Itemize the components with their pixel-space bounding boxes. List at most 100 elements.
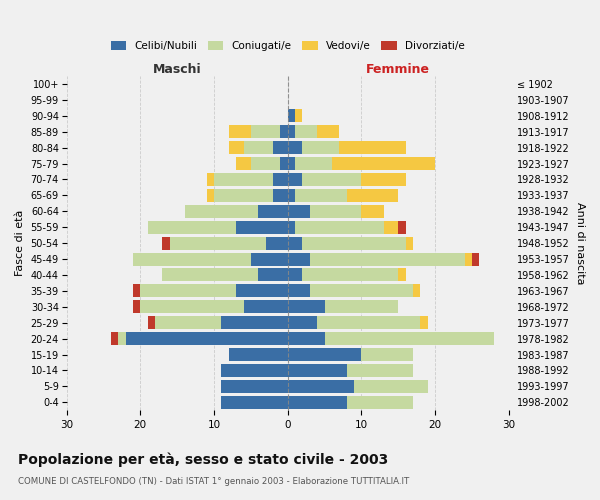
Bar [244,300,288,314]
Legend: Celibi/Nubili, Coniugati/e, Vedovi/e, Divorziati/e: Celibi/Nubili, Coniugati/e, Vedovi/e, Di… [110,41,465,51]
Bar [288,220,295,234]
Bar [310,252,464,266]
Bar [288,332,325,345]
Bar [288,141,302,154]
Bar [421,316,428,330]
Bar [273,141,288,154]
Bar [229,125,251,138]
Bar [325,300,398,314]
Bar [236,157,251,170]
Text: Popolazione per età, sesso e stato civile - 2003: Popolazione per età, sesso e stato civil… [18,452,388,467]
Bar [229,348,288,361]
Bar [340,141,406,154]
Bar [361,173,406,186]
Bar [125,332,288,345]
Bar [163,268,258,281]
Bar [295,125,317,138]
Bar [317,316,421,330]
Bar [288,189,295,202]
Bar [214,173,273,186]
Bar [111,332,118,345]
Bar [148,316,155,330]
Bar [288,205,310,218]
Bar [295,110,302,122]
Bar [118,332,125,345]
Bar [302,173,361,186]
Bar [288,236,302,250]
Bar [288,110,295,122]
Bar [332,157,435,170]
Text: Maschi: Maschi [153,63,202,76]
Bar [361,348,413,361]
Bar [317,125,340,138]
Bar [206,189,214,202]
Bar [288,316,317,330]
Bar [251,125,280,138]
Bar [251,252,288,266]
Bar [229,141,244,154]
Bar [288,348,361,361]
Bar [221,396,288,409]
Bar [347,189,398,202]
Bar [206,173,214,186]
Bar [302,236,406,250]
Bar [288,300,325,314]
Bar [244,141,273,154]
Bar [214,189,273,202]
Bar [295,220,383,234]
Bar [273,189,288,202]
Bar [347,396,413,409]
Bar [266,236,288,250]
Bar [221,380,288,393]
Bar [258,268,288,281]
Bar [148,220,236,234]
Bar [133,252,251,266]
Bar [347,364,413,377]
Bar [133,284,140,298]
Bar [221,364,288,377]
Text: COMUNE DI CASTELFONDO (TN) - Dati ISTAT 1° gennaio 2003 - Elaborazione TUTTITALI: COMUNE DI CASTELFONDO (TN) - Dati ISTAT … [18,478,409,486]
Bar [302,268,398,281]
Bar [325,332,494,345]
Bar [383,220,398,234]
Bar [413,284,421,298]
Bar [288,125,295,138]
Text: Femmine: Femmine [367,63,430,76]
Bar [288,364,347,377]
Bar [295,189,347,202]
Bar [221,316,288,330]
Bar [288,396,347,409]
Bar [288,157,295,170]
Bar [361,205,383,218]
Bar [155,316,221,330]
Bar [398,220,406,234]
Bar [295,157,332,170]
Bar [236,220,288,234]
Bar [140,300,244,314]
Bar [236,284,288,298]
Bar [302,141,340,154]
Bar [280,125,288,138]
Bar [406,236,413,250]
Bar [310,205,361,218]
Bar [273,173,288,186]
Bar [251,157,280,170]
Y-axis label: Fasce di età: Fasce di età [15,210,25,276]
Bar [170,236,266,250]
Bar [288,268,302,281]
Bar [472,252,479,266]
Bar [288,284,310,298]
Bar [133,300,140,314]
Bar [464,252,472,266]
Bar [258,205,288,218]
Bar [288,380,354,393]
Bar [288,173,302,186]
Bar [185,205,258,218]
Bar [354,380,428,393]
Bar [288,252,310,266]
Bar [163,236,170,250]
Bar [310,284,413,298]
Bar [398,268,406,281]
Y-axis label: Anni di nascita: Anni di nascita [575,202,585,284]
Bar [280,157,288,170]
